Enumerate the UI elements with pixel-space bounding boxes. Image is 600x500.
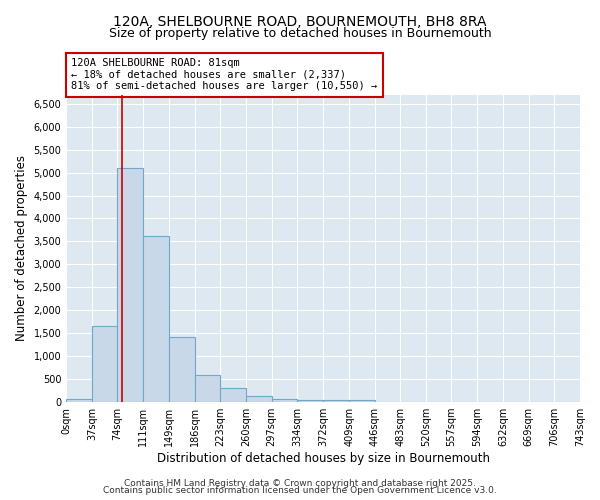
- Bar: [143, 236, 169, 402]
- Bar: [92, 326, 118, 402]
- Bar: [169, 337, 195, 402]
- Bar: [349, 400, 374, 402]
- Bar: [118, 168, 143, 402]
- Text: Contains public sector information licensed under the Open Government Licence v3: Contains public sector information licen…: [103, 486, 497, 495]
- Bar: [195, 374, 220, 402]
- Bar: [323, 400, 349, 402]
- Bar: [66, 399, 92, 402]
- Bar: [246, 396, 272, 402]
- Text: Size of property relative to detached houses in Bournemouth: Size of property relative to detached ho…: [109, 28, 491, 40]
- Text: Contains HM Land Registry data © Crown copyright and database right 2025.: Contains HM Land Registry data © Crown c…: [124, 478, 476, 488]
- Y-axis label: Number of detached properties: Number of detached properties: [15, 156, 28, 342]
- Text: 120A SHELBOURNE ROAD: 81sqm
← 18% of detached houses are smaller (2,337)
81% of : 120A SHELBOURNE ROAD: 81sqm ← 18% of det…: [71, 58, 377, 92]
- Text: 120A, SHELBOURNE ROAD, BOURNEMOUTH, BH8 8RA: 120A, SHELBOURNE ROAD, BOURNEMOUTH, BH8 …: [113, 15, 487, 29]
- Bar: [297, 400, 323, 402]
- X-axis label: Distribution of detached houses by size in Bournemouth: Distribution of detached houses by size …: [157, 452, 490, 465]
- Bar: [220, 388, 246, 402]
- Bar: [272, 398, 297, 402]
